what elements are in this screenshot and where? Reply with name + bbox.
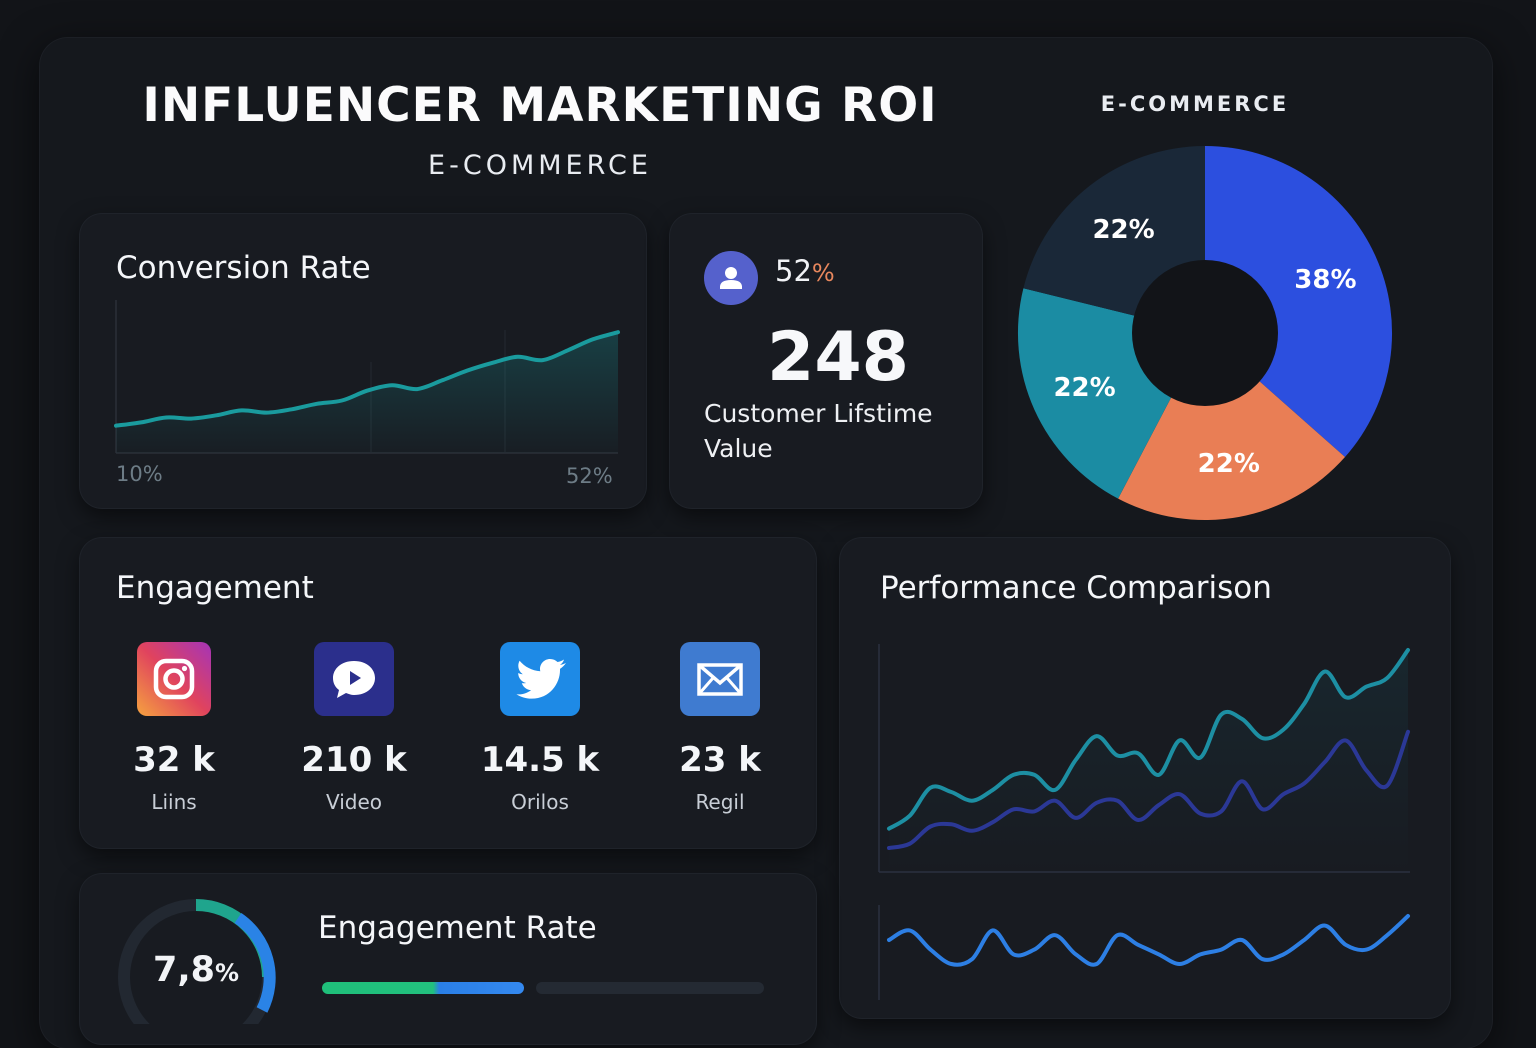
engagement-item-value: 14.5 k	[480, 740, 600, 780]
secondary-line-series	[887, 914, 1410, 967]
ring-progress-side	[234, 913, 276, 1013]
engagement-item-label: Liins	[151, 790, 197, 814]
stat-percent: 52%	[775, 254, 835, 288]
donut-slice-1	[1205, 146, 1393, 457]
chat-bubble-icon	[314, 642, 394, 716]
donut-slice-2	[1118, 333, 1345, 521]
conversion-end-label: 52%	[566, 464, 613, 488]
conversion-line	[114, 330, 620, 428]
mail-icon	[680, 642, 760, 716]
performance-line-series-2	[887, 729, 1410, 850]
engagement-item-video[interactable]: 210 k Video	[274, 642, 434, 814]
donut-title: E-COMMERCE	[1100, 92, 1290, 116]
stat-label: Customer Lifstime Value	[704, 399, 933, 463]
performance-area	[889, 650, 1408, 872]
conversion-rate-chart	[114, 300, 620, 454]
engagement-rate-title: Engagement Rate	[318, 910, 597, 946]
engagement-rate-suffix: %	[214, 959, 240, 987]
engagement-item-twitter[interactable]: 14.5 k Orilos	[460, 642, 620, 814]
donut-chart: 38% 22% 22% 22%	[1017, 145, 1393, 521]
donut-slice-label: 22%	[1198, 449, 1260, 479]
engagement-item-label: Regil	[695, 790, 745, 814]
engagement-rate-bar-fill	[322, 982, 524, 994]
engagement-rate-ring	[118, 899, 276, 1024]
user-icon	[704, 251, 758, 305]
engagement-item-label: Video	[325, 790, 383, 814]
engagement-item-email[interactable]: 23 k Regil	[640, 642, 800, 814]
donut-slice-label: 22%	[1053, 373, 1115, 403]
performance-title: Performance Comparison	[880, 570, 1272, 606]
donut-slice-label: 38%	[1294, 265, 1356, 295]
conversion-rate-title: Conversion Rate	[116, 250, 371, 286]
engagement-rate-value: 7,8%	[116, 950, 276, 990]
conversion-start-label: 10%	[116, 462, 163, 486]
instagram-icon	[137, 642, 211, 716]
engagement-item-value: 32 k	[133, 740, 215, 780]
engagement-item-value: 23 k	[679, 740, 761, 780]
engagement-rate-number: 7,8	[152, 950, 215, 990]
engagement-item-value: 210 k	[301, 740, 407, 780]
donut-slice-label: 22%	[1092, 215, 1154, 245]
engagement-rate-bar-track	[536, 982, 764, 994]
page-subtitle: E-COMMERCE	[428, 150, 652, 181]
performance-line-series-1	[887, 648, 1410, 831]
stat-percent-value: 52	[775, 254, 812, 288]
performance-chart	[878, 644, 1410, 1000]
stat-big-value: 248	[767, 318, 909, 397]
engagement-item-instagram[interactable]: 32 k Liins	[94, 642, 254, 814]
engagement-item-label: Orilos	[511, 790, 569, 814]
page-title: INFLUENCER MARKETING ROI	[142, 78, 938, 133]
stat-percent-suffix: %	[811, 259, 835, 287]
donut-hole	[1132, 260, 1278, 406]
engagement-title: Engagement	[116, 570, 314, 606]
twitter-bird-icon	[500, 642, 580, 716]
